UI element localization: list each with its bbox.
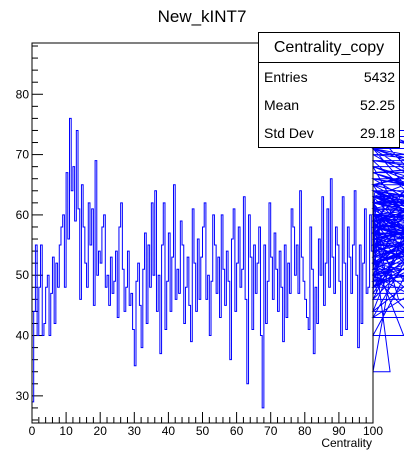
y-tick-label: 40 [16, 329, 30, 343]
x-tick-label: 40 [162, 424, 176, 438]
x-tick-labels: 0 10 20 30 40 50 60 70 80 90 100 [29, 424, 384, 438]
stats-value: 52.25 [359, 97, 395, 113]
x-tick-label: 10 [59, 424, 73, 438]
y-tick-label: 30 [16, 389, 30, 403]
chart-title: New_kINT7 [158, 7, 247, 26]
x-axis-label: Centrality [321, 436, 372, 450]
x-tick-label: 20 [94, 424, 108, 438]
y-tick-label: 50 [16, 268, 30, 282]
x-tick-label: 90 [332, 424, 346, 438]
x-tick-label: 30 [128, 424, 142, 438]
y-tick-label: 80 [16, 87, 30, 101]
stats-value: 5432 [363, 69, 395, 85]
y-tick-label: 60 [16, 208, 30, 222]
stats-row-mean: Mean 52.25 [259, 91, 399, 119]
x-tick-label: 80 [298, 424, 312, 438]
plot-frame [31, 42, 374, 424]
stats-value: 29.18 [359, 125, 395, 141]
stats-row-stddev: Std Dev 29.18 [259, 119, 399, 147]
stats-box: Centrality_copy Entries 5432 Mean 52.25 … [258, 32, 400, 148]
stats-label: Entries [264, 69, 308, 85]
x-tick-label: 100 [363, 424, 383, 438]
stats-label: Mean [264, 97, 300, 113]
x-tick-label: 50 [196, 424, 210, 438]
y-tick-label: 70 [16, 148, 30, 162]
x-tick-label: 0 [29, 424, 36, 438]
histogram-line [32, 117, 404, 409]
x-tick-label: 70 [264, 424, 278, 438]
x-tick-label: 60 [230, 424, 244, 438]
stats-label: Std Dev [264, 125, 314, 141]
stats-title: Centrality_copy [259, 33, 399, 63]
stats-row-entries: Entries 5432 [259, 63, 399, 91]
y-tick-labels: 30 40 50 60 70 80 [16, 87, 30, 403]
